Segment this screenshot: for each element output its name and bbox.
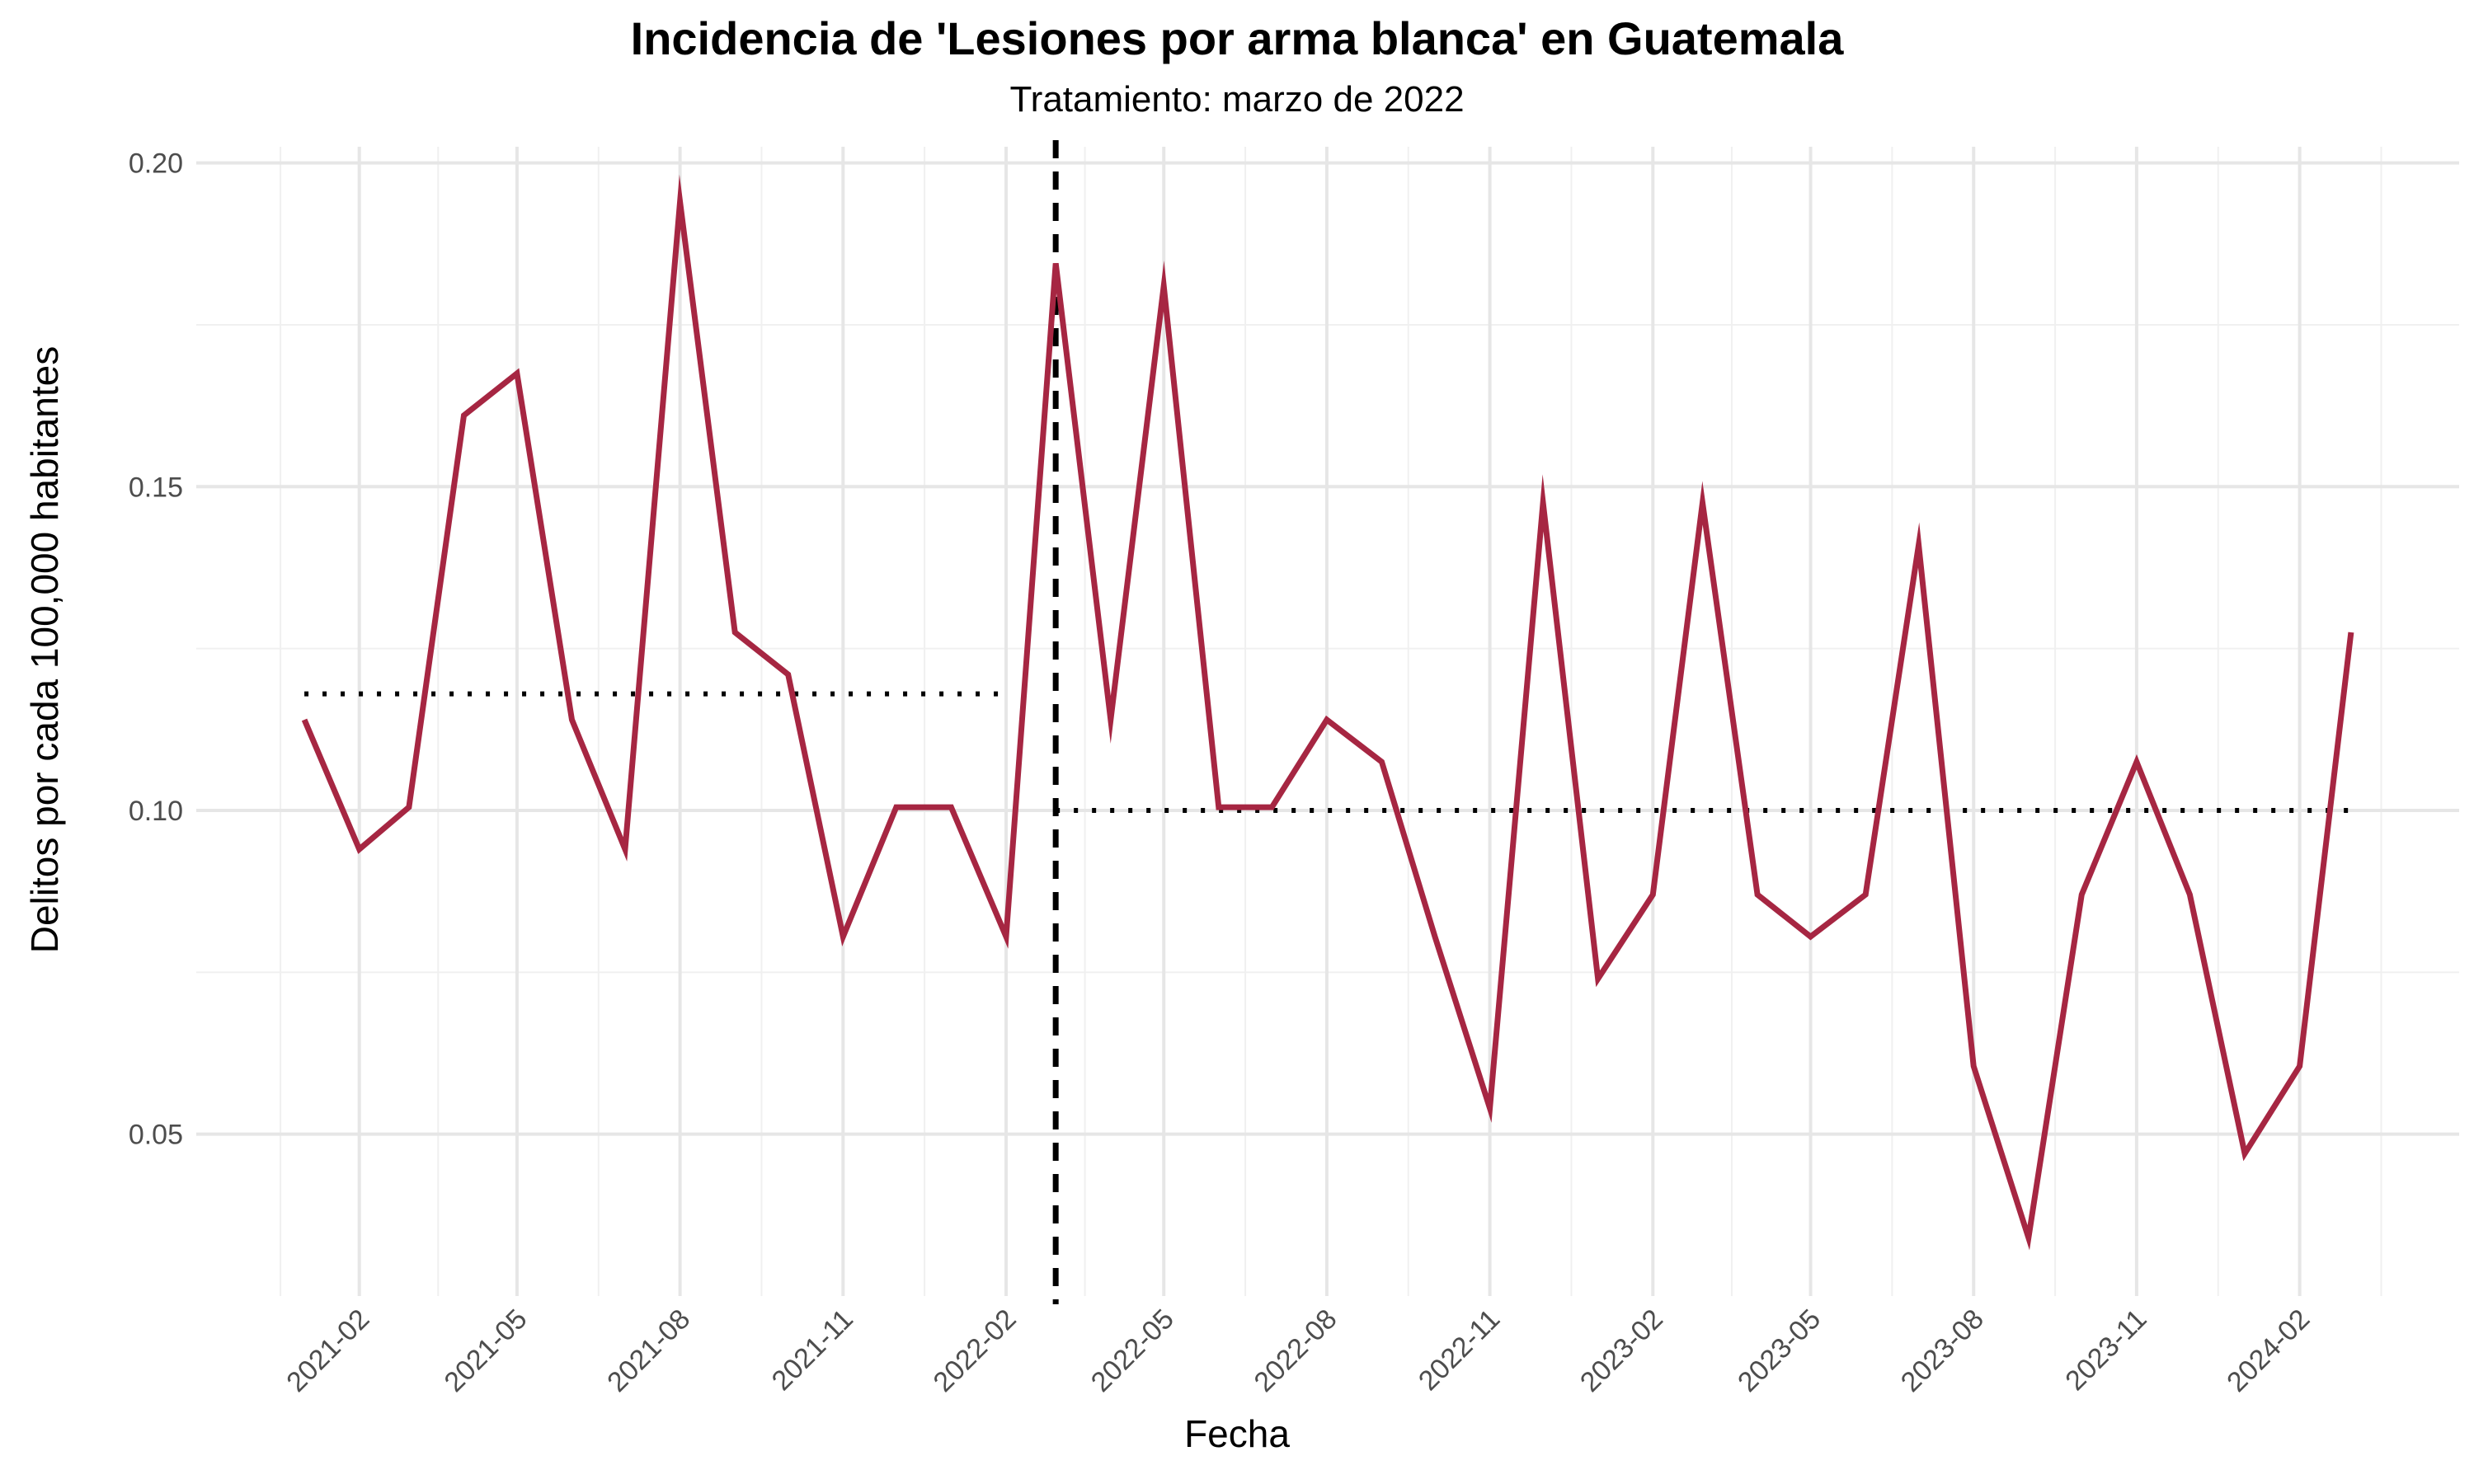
x-tick-label: 2021-11 — [766, 1303, 859, 1397]
x-tick-label: 2021-02 — [280, 1303, 375, 1398]
x-tick-label: 2021-08 — [601, 1303, 696, 1398]
y-tick-label: 0.10 — [129, 796, 183, 827]
y-axis-label: Delitos por cada 100,000 habitantes — [23, 345, 66, 954]
x-tick-label: 2023-08 — [1895, 1303, 1990, 1398]
major-gridlines — [196, 147, 2459, 1296]
x-tick-label: 2022-11 — [1413, 1303, 1506, 1397]
y-axis-ticks: 0.05 0.10 0.15 0.20 — [129, 148, 183, 1151]
x-axis-ticks: 2021-02 2021-05 2021-08 2021-11 2022-02 2022-… — [280, 1303, 2316, 1398]
x-tick-label: 2023-02 — [1574, 1303, 1669, 1398]
x-tick-label: 2022-08 — [1248, 1303, 1343, 1398]
y-tick-label: 0.05 — [129, 1120, 183, 1151]
series-layer — [301, 174, 2354, 1251]
y-tick-label: 0.20 — [129, 148, 183, 180]
x-tick-label: 2024-02 — [2221, 1303, 2316, 1398]
x-tick-label: 2023-05 — [1732, 1303, 1827, 1398]
x-axis-label: Fecha — [1184, 1412, 1290, 1455]
x-tick-label: 2021-05 — [438, 1303, 533, 1398]
y-tick-label: 0.15 — [129, 472, 183, 503]
series-line — [301, 174, 2354, 1251]
reference-lines — [304, 140, 2351, 1304]
chart-subtitle: Tratamiento: marzo de 2022 — [1009, 79, 1465, 120]
x-tick-label: 2022-02 — [928, 1303, 1023, 1398]
chart-title: Incidencia de 'Lesiones por arma blanca'… — [630, 12, 1844, 64]
x-tick-label: 2023-11 — [2059, 1303, 2152, 1397]
x-tick-label: 2022-05 — [1085, 1303, 1180, 1398]
